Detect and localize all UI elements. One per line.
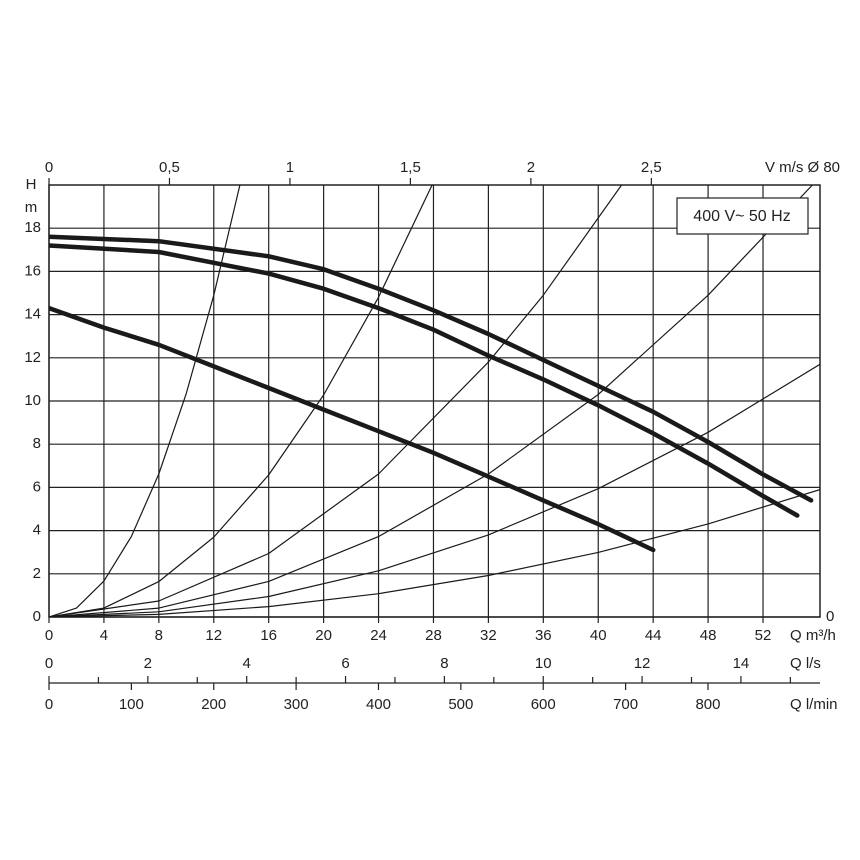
y-tick-label: 12	[24, 349, 41, 366]
lmin-tick-label: 800	[695, 696, 720, 713]
ls-tick-label: 14	[733, 655, 750, 672]
x-tick-label: 52	[755, 627, 772, 644]
x-tick-label: 40	[590, 627, 607, 644]
y-tick-label: 2	[33, 565, 41, 582]
lmin-tick-label: 100	[119, 696, 144, 713]
lmin-tick-label: 500	[448, 696, 473, 713]
x-tick-label: 20	[315, 627, 332, 644]
right-label: 0	[826, 608, 834, 625]
top-tick-label: 0,5	[159, 159, 180, 176]
x-axis-label: Q m³/h	[790, 627, 836, 644]
curve	[49, 185, 813, 617]
y-tick-label: 8	[33, 435, 41, 452]
annotation-box	[676, 197, 809, 235]
x-tick-label: 44	[645, 627, 662, 644]
y-tick-label: 14	[24, 306, 41, 323]
lmin-tick-label: 700	[613, 696, 638, 713]
lmin-tick-label: 0	[45, 696, 53, 713]
lmin-tick-label: 400	[366, 696, 391, 713]
top-tick-label: 1	[286, 159, 294, 176]
x-tick-label: 48	[700, 627, 717, 644]
x-tick-label: 32	[480, 627, 497, 644]
curve	[49, 234, 814, 503]
y-tick-label: 16	[24, 262, 41, 279]
ls-tick-label: 6	[341, 655, 349, 672]
curve	[49, 185, 241, 617]
top-tick-label: 2	[527, 159, 535, 176]
y-tick-label: 10	[24, 392, 41, 409]
lmin-tick-label: 600	[531, 696, 556, 713]
x-tick-label: 24	[370, 627, 387, 644]
lmin-tick-label: 200	[201, 696, 226, 713]
curve	[49, 363, 820, 617]
top-tick-label: 0	[45, 159, 53, 176]
x-tick-label: 28	[425, 627, 442, 644]
y-axis-unit: m	[25, 199, 38, 216]
curves	[49, 185, 820, 617]
y-tick-label: 0	[33, 608, 41, 625]
top-axis-label: V m/s Ø 80	[765, 159, 840, 176]
curve	[49, 489, 820, 617]
x-tick-label: 36	[535, 627, 552, 644]
top-tick-label: 1,5	[400, 159, 421, 176]
y-tick-label: 6	[33, 478, 41, 495]
ls-tick-label: 4	[243, 655, 251, 672]
y-tick-label: 4	[33, 522, 41, 539]
y-tick-label: 18	[24, 219, 41, 236]
curve	[49, 185, 433, 617]
curve	[49, 243, 800, 518]
ls-tick-label: 12	[634, 655, 651, 672]
curve	[49, 305, 656, 553]
ls-tick-label: 10	[535, 655, 552, 672]
x-tick-label: 0	[45, 627, 53, 644]
x-tick-label: 4	[100, 627, 108, 644]
y-axis-label: H	[26, 176, 37, 193]
top-tick-label: 2,5	[641, 159, 662, 176]
lmin-tick-label: 300	[284, 696, 309, 713]
ls-tick-label: 2	[144, 655, 152, 672]
curve	[49, 185, 623, 617]
x-tick-label: 8	[155, 627, 163, 644]
ls-tick-label: 8	[440, 655, 448, 672]
ls-tick-label: 0	[45, 655, 53, 672]
ls-axis-label: Q l/s	[790, 655, 821, 672]
lmin-axis-label: Q l/min	[790, 696, 838, 713]
x-tick-label: 12	[205, 627, 222, 644]
x-tick-label: 16	[260, 627, 277, 644]
annotation: 400 V~ 50 Hz	[693, 208, 790, 225]
